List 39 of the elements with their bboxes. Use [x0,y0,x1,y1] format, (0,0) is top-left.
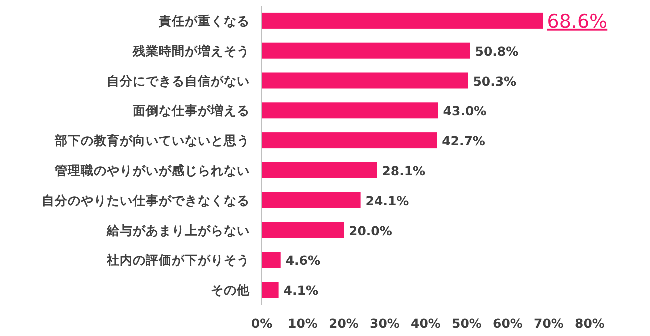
x-tick-label: 60% [493,316,524,331]
bar [262,192,361,208]
bar [262,102,438,119]
y-tick-label: 部下の教育が向いていないと思う [54,133,250,148]
bar [262,222,344,238]
x-tick-label: 0% [251,316,274,331]
bar [262,282,279,298]
y-tick-label: 社内の評価が下がりそう [106,252,250,268]
x-tick-label: 70% [534,316,564,331]
x-tick-label: 30% [370,316,400,331]
data-label: 24.1% [366,193,410,208]
y-tick-label: 給与があまり上がらない [106,222,250,238]
bar [262,12,544,29]
x-tick-label: 80% [575,316,606,331]
y-tick-label: その他 [211,282,251,298]
bar [262,252,281,268]
data-label: 4.6% [286,253,322,268]
x-tick-label: 20% [329,316,360,331]
y-tick-label: 面倒な仕事が増える [132,103,250,118]
y-tick-label: 自分にできる自信がない [107,73,250,88]
y-tick-label: 自分のやりたい仕事ができなくなる [42,192,250,208]
data-label: 20.0% [349,223,393,238]
data-label: 50.3% [473,74,518,89]
x-tick-label: 40% [411,316,442,331]
data-label: 43.0% [443,104,488,119]
data-label: 68.6% [547,10,608,33]
bar [262,162,378,178]
bar [262,132,438,149]
x-tick-label: 10% [288,316,318,331]
data-label: 4.1% [284,283,319,298]
bar [262,42,470,59]
data-label: 50.8% [475,44,520,59]
data-label: 28.1% [382,163,426,178]
data-label: 42.7% [442,134,486,149]
x-tick-label: 50% [452,316,482,331]
bar [262,72,468,89]
y-tick-label: 管理職のやりがいが感じられない [54,162,250,178]
y-tick-label: 残業時間が増えそう [132,43,250,58]
y-tick-label: 責任が重くなる [158,13,250,28]
